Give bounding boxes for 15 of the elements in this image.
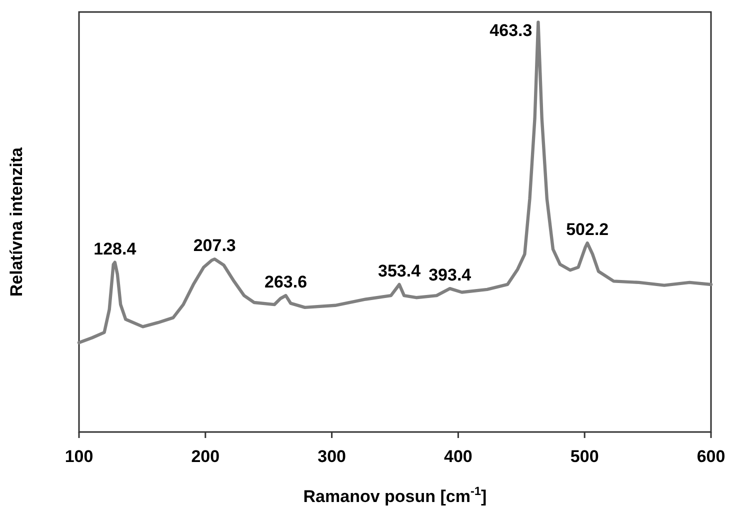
y-axis-title: Relatívna intenzita bbox=[7, 146, 26, 297]
annotation: 393.4 bbox=[428, 266, 472, 285]
x-tick-label: 600 bbox=[696, 447, 726, 466]
annotation: 353.4 bbox=[378, 261, 422, 280]
x-tick-label: 400 bbox=[444, 447, 472, 466]
x-tick-label: 100 bbox=[64, 447, 94, 466]
annotation: 263.6 bbox=[264, 272, 308, 292]
annotation: 207.3 bbox=[193, 236, 236, 256]
annotation: 128.4 bbox=[94, 239, 137, 258]
x-axis-title: Ramanov posun [cm$^{-1}$] bbox=[303, 484, 487, 506]
annotation: 463.3 bbox=[490, 21, 532, 40]
x-tick-label: 200 bbox=[191, 447, 220, 466]
annotation: 502.2 bbox=[566, 220, 609, 240]
x-tick-label: 300 bbox=[318, 447, 346, 466]
x-tick-label: 500 bbox=[570, 447, 599, 466]
